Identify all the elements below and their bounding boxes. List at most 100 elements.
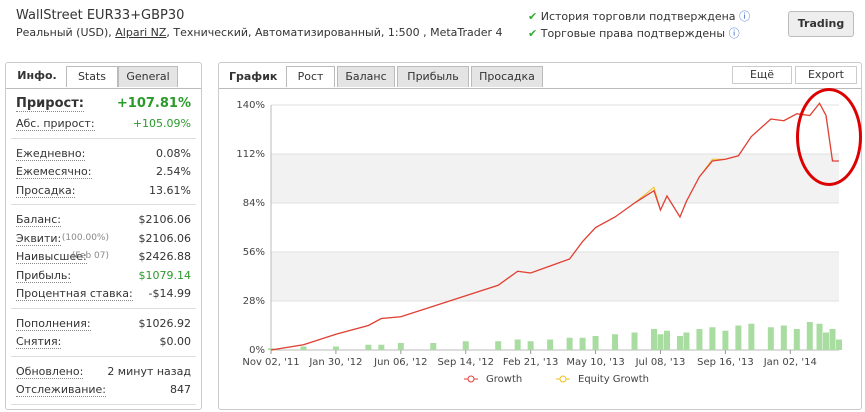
stat-label: Абс. прирост: [16,117,95,131]
text: , Технический, Автоматизированный, 1:500… [166,26,503,39]
stat-label: Прибыль: [16,268,72,283]
bar [657,334,664,350]
check: ✔ Торговые права подтверждены ⓘ [528,27,740,40]
line [270,102,839,351]
stat-note: (Feb 07) [71,251,109,261]
bar [462,341,469,350]
broker-link[interactable]: Alpari NZ [115,26,167,39]
y-tick-label: 112% [236,149,265,160]
y-tick-label: 0% [249,345,265,356]
bar [579,337,586,350]
bar [836,339,842,350]
y-tick-label: 28% [243,296,265,307]
menu[interactable]: Ещё [732,66,792,84]
bar [735,325,742,350]
bar [767,327,774,350]
legend-marker [467,375,475,383]
bar [816,323,823,350]
bar [663,330,670,350]
divider [11,204,196,205]
bar [631,332,638,350]
y-tick-label: 56% [243,247,265,258]
stat-value: 0.08% [156,146,191,160]
tab[interactable]: Просадка [471,66,543,87]
stat-value: 2.54% [156,165,191,178]
bar [780,325,787,350]
stat-value: +107.81% [116,96,191,111]
bar [722,330,729,350]
legend-label: Growth [486,374,522,385]
y-tick-label: 84% [243,198,265,209]
bar [365,344,372,350]
stat-value: $2426.88 [138,250,192,263]
tab[interactable]: Прибыль [397,66,469,87]
y-tick-label: 140% [236,100,265,111]
graph-panel: 0% 28% 56% 84% 112% 140% Nov 02, '11 Jan 30, '1… [218,62,862,410]
bar [676,336,683,350]
legend-marker [559,375,567,383]
bar [806,322,813,350]
bar [709,327,716,350]
divider [11,355,196,357]
bar [612,334,619,350]
divider [219,88,861,89]
stat-label: Прирост: [16,96,84,112]
bar [514,339,521,350]
tab[interactable]: Инфо. [17,69,57,82]
bar [748,323,755,350]
stat-value: $1026.92 [138,316,192,330]
stat-label: Баланс: [16,213,62,227]
x-tick-label: Sep 16, '13 [697,357,754,368]
stat-value: $2106.06 [138,213,192,226]
x-tick-label: Nov 02, '11 [242,357,299,368]
stat-label: Ежемесячно: [16,165,92,179]
bar [592,336,599,350]
tab[interactable]: Stats [66,66,118,87]
grid-band [271,252,839,301]
stat-label: Ежедневно: [16,146,86,161]
chart: 0% 28% 56% 84% 112% 140% Nov 02, '11 Jan 30, '1… [236,100,842,385]
bar [332,346,339,350]
info-panel: Инфо. Stats General Прирост: +107.81% Абс. пр… [5,62,202,410]
trading-button[interactable]: Trading [788,11,854,37]
grid-band [271,154,839,203]
x-tick-label: Jul 08, '13 [635,357,686,368]
divider [6,88,201,89]
x-tick-label: Feb 21, '13 [503,357,558,368]
x-tick-label: Jan 02, '14 [763,357,817,368]
bar [793,329,800,350]
stat-label: Эквити: [16,231,62,246]
stat-value: $0.00 [159,335,192,348]
bar [566,337,573,350]
tab[interactable]: Рост [286,66,335,87]
bar [829,329,836,350]
x-tick-label: Jun 06, '12 [373,357,427,368]
highlight-circle [796,88,862,186]
stat-label: Обновлено: [16,364,84,379]
bar [430,343,437,350]
stat-value: $2106.06 [138,231,192,245]
stat-value: +105.09% [132,117,191,130]
bar [683,332,690,350]
bar [495,341,502,350]
bar [300,346,307,350]
check: ✔ История торговли подтверждена ⓘ [528,10,751,23]
menu[interactable]: Export [795,66,857,84]
x-tick-label: May 10, '13 [566,357,624,368]
stat-label: Пополнения: [16,316,91,331]
tab[interactable]: Баланс [337,66,395,87]
bar [378,344,385,350]
title: WallStreet EUR33+GBP30 [16,8,185,23]
divider [11,403,196,405]
bar [696,329,703,350]
stat-label: Наивысшее: [16,250,87,264]
legend-label: Equity Growth [578,374,649,385]
stat-note: (100.00%) [61,232,109,243]
stat-value: 13.61% [149,183,191,197]
graph-title: График [229,70,278,83]
x-tick-label: Sep 14, '12 [437,357,494,368]
stat-label: Просадка: [16,183,76,198]
tab[interactable]: General [118,66,178,87]
bar [650,329,657,350]
